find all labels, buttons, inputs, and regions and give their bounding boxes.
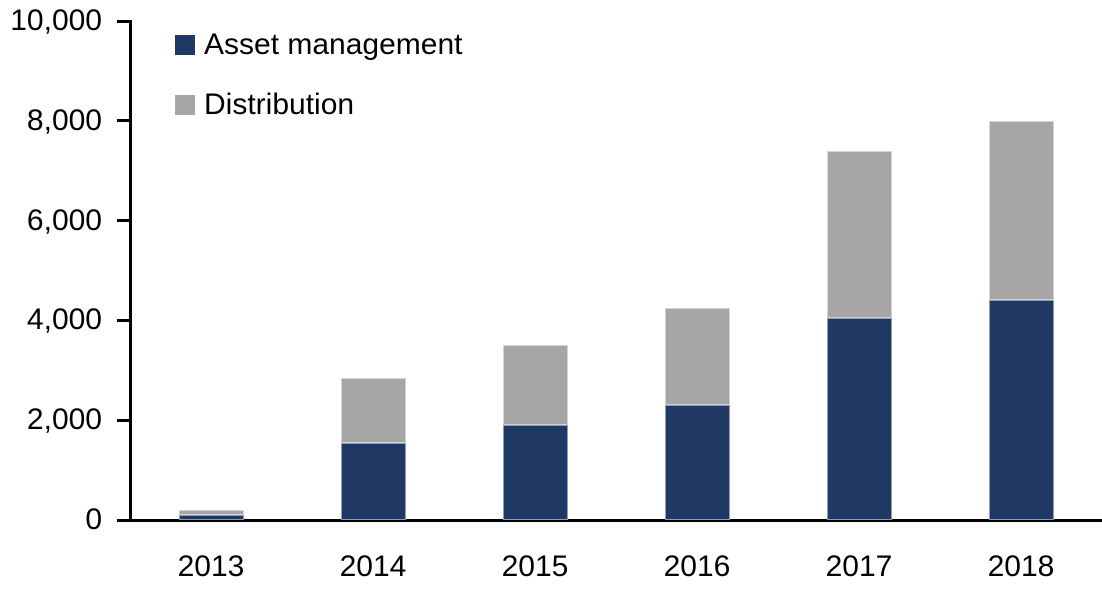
y-axis-tick [117,119,129,123]
bar-segment-asset-management [178,515,244,520]
y-axis-tick-label: 2,000 [26,403,102,437]
x-axis-category-label: 2013 [177,550,245,583]
x-axis-category-label: 2014 [339,550,407,583]
bar-segment-distribution [340,377,406,443]
y-axis-tick [117,518,129,522]
y-axis-tick [117,318,129,322]
y-axis-tick-label: 8,000 [26,103,102,137]
bar-segment-asset-management [826,317,892,520]
legend-label-asset-management: Asset management [204,28,463,61]
y-axis-line [129,20,132,522]
y-axis-tick [117,418,129,422]
legend-swatch-asset-management [175,35,195,55]
bar-segment-distribution [178,510,244,515]
y-axis-tick-label: 4,000 [26,303,102,337]
x-axis-category-label: 2017 [825,550,893,583]
bar-segment-asset-management [988,300,1054,520]
y-axis-tick-label: 0 [85,503,102,536]
bar-segment-distribution [826,150,892,318]
x-axis-category-label: 2015 [501,550,569,583]
y-axis-tick-label: 10,000 [10,4,102,37]
bar-segment-asset-management [502,425,568,520]
bar-segment-distribution [502,345,568,426]
bar-segment-distribution [664,307,730,406]
x-axis-category-label: 2018 [987,550,1055,583]
bar-segment-distribution [988,120,1054,301]
legend-item-distribution: Distribution [175,90,462,120]
x-axis-line [129,519,1102,522]
bar-segment-asset-management [664,405,730,520]
legend-label-distribution: Distribution [204,88,355,121]
y-axis-tick [117,19,129,23]
x-axis-category-label: 2016 [663,550,731,583]
legend: Asset management Distribution [175,30,462,120]
y-axis-tick-label: 6,000 [26,203,102,237]
bar-segment-asset-management [340,442,406,520]
legend-swatch-distribution [175,95,195,115]
legend-item-asset-management: Asset management [175,30,462,60]
y-axis-tick [117,219,129,223]
